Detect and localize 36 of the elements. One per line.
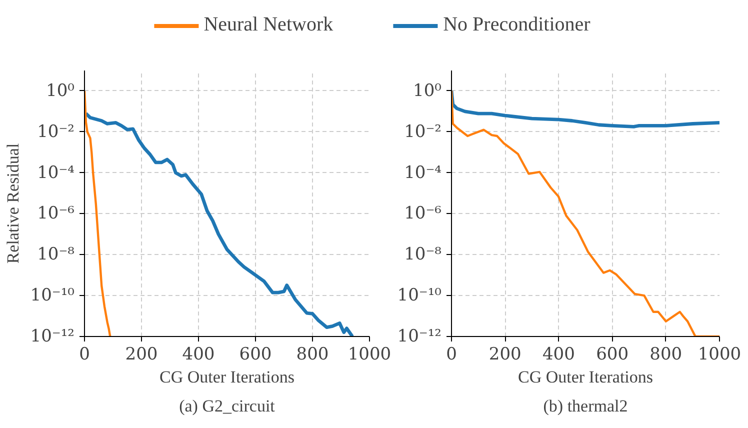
- x-tick-label: 200: [125, 344, 158, 364]
- x-tick-label: 800: [650, 344, 682, 364]
- y-tick-label: 10⁻⁶: [404, 204, 442, 224]
- y-tick-label: 10⁻²: [404, 122, 442, 142]
- y-axis-title: Relative Residual: [3, 143, 22, 264]
- y-tick-label: 10⁻⁴: [37, 162, 75, 183]
- x-tick-label: 1000: [348, 344, 392, 364]
- x-tick-label: 800: [296, 344, 329, 364]
- text: (a) G2_circuit: [179, 396, 276, 416]
- x-tick-label: 600: [596, 344, 629, 364]
- text: (b) thermal2: [543, 396, 628, 416]
- legend-label: Neural Network: [204, 14, 334, 36]
- y-tick-label: 10⁻¹⁰: [30, 286, 75, 306]
- x-tick-label: 200: [488, 344, 522, 364]
- x-axis-title: CG Outer Iterations: [159, 368, 295, 386]
- legend-label: No Preconditioner: [443, 14, 590, 36]
- x-tick-label: 0: [79, 344, 90, 364]
- x-tick-label: 400: [182, 344, 215, 364]
- y-tick-label: 10⁻¹⁰: [397, 286, 442, 306]
- x-axis-title: CG Outer Iterations: [518, 368, 654, 386]
- y-tick-label: 10⁻¹²: [30, 326, 75, 346]
- line-series: [84, 90, 112, 336]
- y-tick-label: 10⁰: [413, 80, 442, 101]
- y-tick-label: 10⁰: [46, 80, 75, 101]
- x-tick-label: 600: [239, 344, 272, 364]
- y-tick-label: 10⁻⁶: [37, 204, 75, 224]
- y-tick-label: 10⁻⁸: [404, 244, 442, 265]
- y-tick-label: 10⁻⁴: [404, 162, 442, 183]
- x-tick-label: 1000: [698, 344, 742, 364]
- y-tick-label: 10⁻²: [37, 122, 74, 142]
- line-series: [84, 112, 354, 336]
- x-tick-label: 0: [446, 344, 457, 364]
- line-series: [452, 89, 720, 128]
- x-tick-label: 400: [542, 344, 575, 364]
- y-tick-label: 10⁻¹²: [397, 326, 442, 346]
- y-tick-label: 10⁻⁸: [37, 244, 75, 265]
